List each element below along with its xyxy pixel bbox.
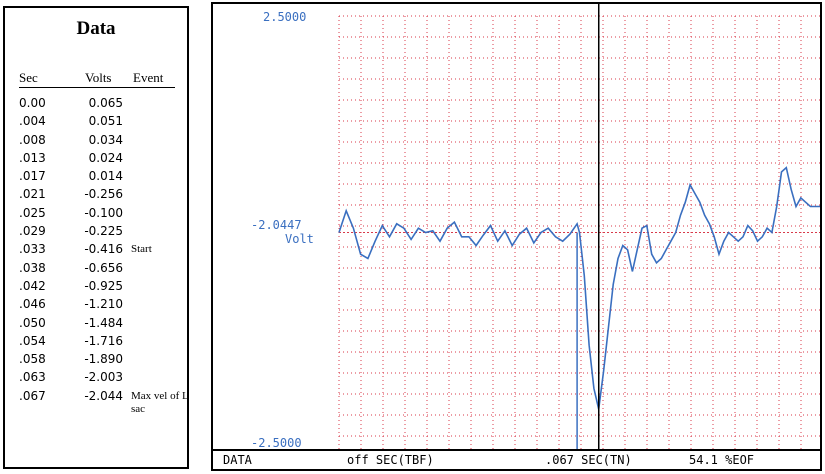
row-volts: -0.925 [84,278,123,293]
row-volts: -0.100 [84,205,123,220]
row-volts: 0.014 [88,169,123,184]
table-row: .017 0.014 [5,167,187,185]
row-sec: .029 [19,224,46,239]
chart-panel[interactable]: 2.5000 -2.0447 Volt -2.5000 DATA off SEC… [211,2,822,471]
row-event: Start [131,243,152,256]
row-sec: .063 [19,370,46,385]
status-mid: .067 SEC(TN) [545,453,632,467]
table-row: .058 -1.890 [5,350,187,368]
row-volts: -2.003 [84,370,123,385]
row-sec: .046 [19,297,46,312]
header-event: Event [133,70,164,85]
row-sec: .054 [19,333,46,348]
table-row: .021 -0.256 [5,185,187,203]
row-volts: -0.225 [84,224,123,239]
panel-title: Data [76,18,116,39]
table-row: .050 -1.484 [5,314,187,332]
row-volts: -1.890 [84,352,123,367]
row-sec: .033 [19,242,46,257]
series-line [338,166,820,410]
row-volts: -0.416 [84,242,123,257]
row-sec: 0.00 [19,96,46,110]
table-row: .008 0.034 [5,131,187,149]
header-sec: Sec [19,70,38,85]
row-volts: 0.034 [88,132,123,147]
header-rule [19,87,175,88]
row-volts: -1.716 [84,333,123,348]
row-volts: -0.256 [84,187,123,202]
table-row: 0.00 0.065 [5,94,187,112]
row-volts: -0.656 [84,260,123,275]
status-mode: DATA [223,453,252,467]
row-sec: .017 [19,169,46,184]
row-sec: .050 [19,315,46,330]
row-volts: -2.044 [84,388,123,403]
row-volts: -1.484 [84,315,123,330]
status-right: 54.1 %EOF [689,453,755,467]
table-row: .046 -1.210 [5,295,187,313]
status-left: off SEC(TBF) [347,453,434,467]
chart-plot[interactable] [213,4,820,451]
row-event: Max vel of L sac [131,389,189,415]
table-row: .054 -1.716 [5,332,187,350]
row-sec: .058 [19,352,46,367]
table-row: .042 -0.925 [5,277,187,295]
table-row: .013 0.024 [5,149,187,167]
row-sec: .008 [19,132,46,147]
row-sec: .042 [19,278,46,293]
status-bar: DATA off SEC(TBF) .067 SEC(TN) 54.1 %EOF [213,449,820,469]
row-sec: .013 [19,150,46,165]
row-volts: 0.065 [88,96,123,110]
cursor-unit-label: Volt [285,232,314,246]
data-panel: Data Sec Volts Event 0.00 0.065 .004 0.051.… [3,6,189,469]
header-volts: Volts [85,70,112,85]
table-row: .067 -2.044 Max vel of L sac [5,387,188,415]
table-row: .025 -0.100 [5,204,187,222]
table-row: .004 0.051 [5,112,187,130]
data-rows: 0.00 0.065 .004 0.051 .008 0.034 .013 0.024 .017… [5,94,188,415]
row-sec: .004 [19,114,46,129]
table-row: .033 -0.416 Start [5,240,187,258]
y-max-label: 2.5000 [263,10,307,24]
row-sec: .025 [19,205,46,220]
table-row: .029 -0.225 [5,222,187,240]
row-sec: .038 [19,260,46,275]
y-min-label: -2.5000 [251,436,302,450]
row-volts: 0.024 [88,150,123,165]
table-row: .063 -2.003 [5,368,187,386]
row-volts: 0.051 [88,114,123,129]
cursor-value-label: -2.0447 [251,218,302,232]
row-volts: -1.210 [84,297,123,312]
table-row: .038 -0.656 [5,259,187,277]
row-sec: .067 [19,388,46,403]
row-sec: .021 [19,187,46,202]
